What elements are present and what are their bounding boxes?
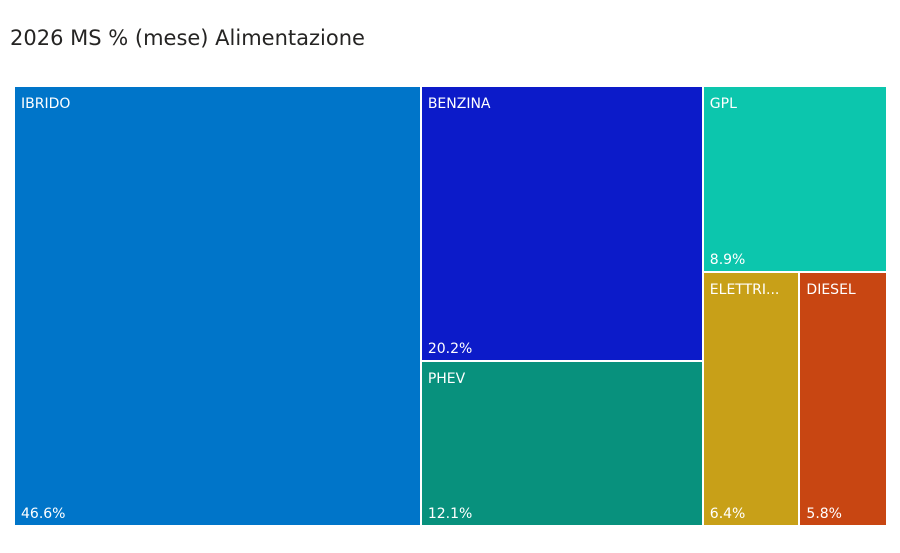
tile-value-label: 20.2% (427, 341, 473, 358)
treemap-plot-area: IBRIDO 46.6% BENZINA 20.2% PHEV 12.1% GPL 8.9% E… (14, 86, 887, 526)
treemap-tile-gpl[interactable]: GPL 8.9% (702, 86, 887, 272)
tile-value-label: 6.4% (709, 505, 746, 522)
tile-label: PHEV (427, 371, 466, 388)
tile-label: IBRIDO (21, 96, 71, 112)
tile-value-label: 46.6% (21, 506, 66, 522)
tile-label: ELETTRI... (709, 281, 780, 298)
chart-title: 2026 MS % (mese) Alimentazione (10, 26, 365, 50)
tile-label: BENZINA (427, 96, 491, 112)
tile-label: GPL (709, 96, 737, 112)
treemap-tile-ibrido[interactable]: IBRIDO 46.6% (14, 86, 421, 526)
treemap-tile-elettri[interactable]: ELETTRI... 6.4% (702, 271, 800, 526)
treemap-tile-phev[interactable]: PHEV 12.1% (420, 361, 703, 526)
treemap-tile-diesel[interactable]: DIESEL 5.8% (799, 271, 887, 526)
tile-label: DIESEL (806, 281, 856, 298)
tile-value-label: 12.1% (427, 505, 473, 522)
tile-value-label: 8.9% (709, 251, 746, 268)
tile-value-label: 5.8% (806, 505, 842, 522)
treemap-tile-benzina[interactable]: BENZINA 20.2% (420, 86, 703, 362)
